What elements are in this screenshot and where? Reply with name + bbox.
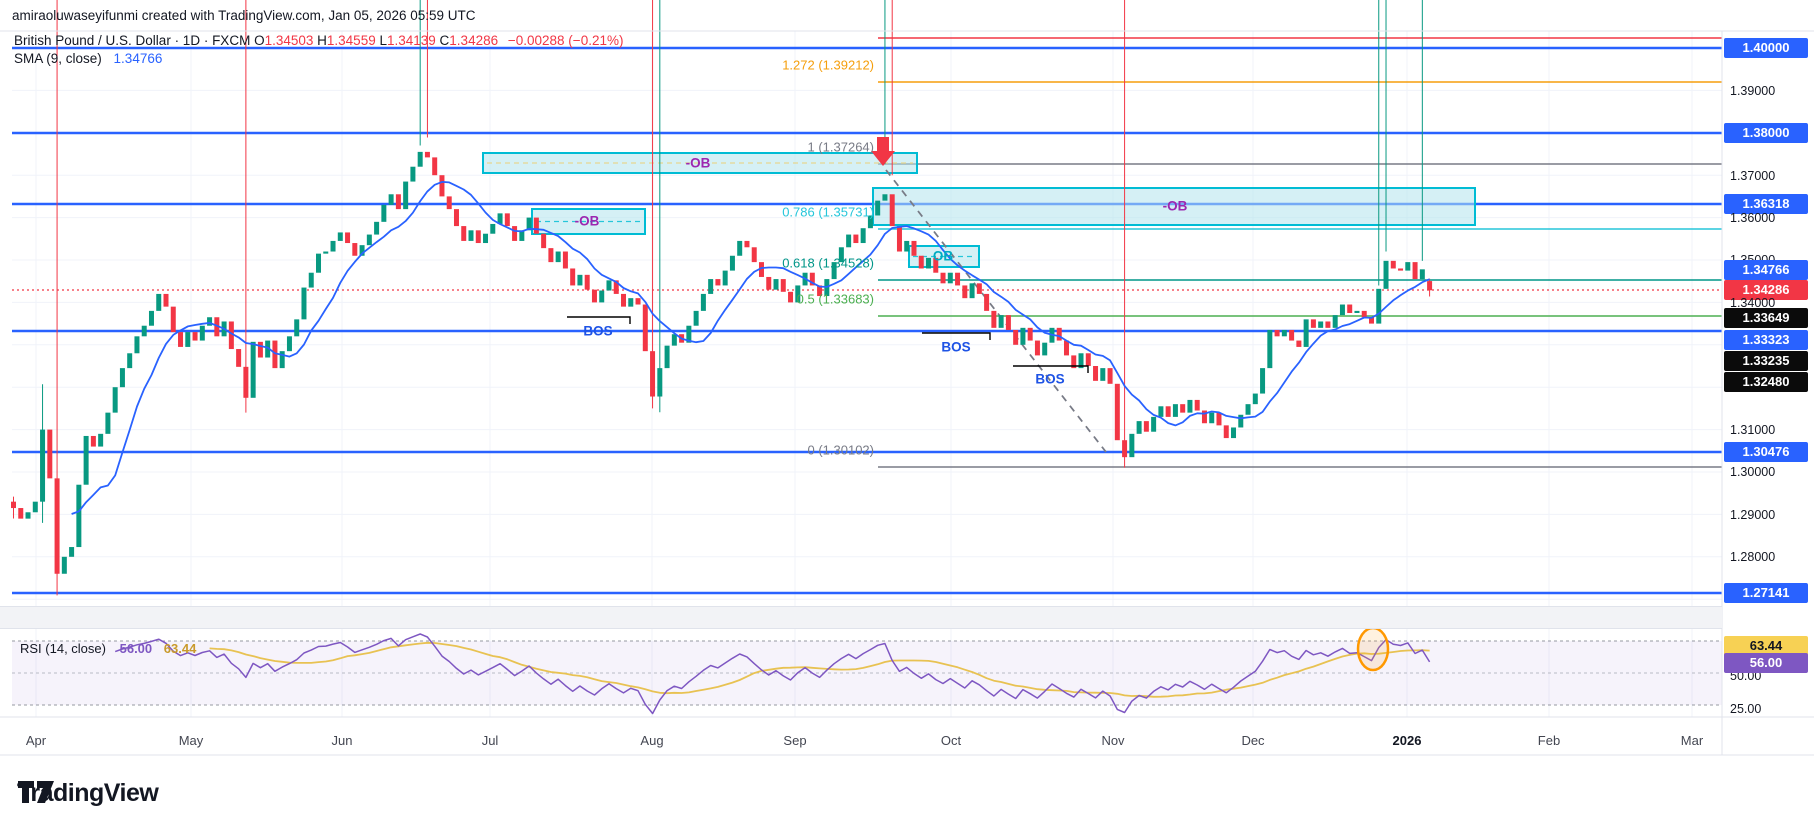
price-axis-badge: 1.40000 — [1724, 38, 1808, 58]
time-axis-label-apr: Apr — [25, 733, 47, 748]
order-block-label[interactable]: -OB — [1162, 198, 1188, 214]
price-axis-label: 1.36000 — [1730, 211, 1776, 225]
time-axis-label-feb: Feb — [1537, 733, 1561, 748]
price-axis-badge: 56.00 — [1724, 653, 1808, 673]
price-axis-badge: 1.30476 — [1724, 442, 1808, 462]
price-axis-label: 1.31000 — [1730, 423, 1776, 437]
ohlc-value: 1.34559 — [326, 33, 376, 48]
time-axis-label-jun: Jun — [331, 733, 353, 748]
bos-label[interactable]: BOS — [941, 339, 971, 355]
candles-down — [11, 0, 1433, 598]
time-axis-label-nov: Nov — [1101, 733, 1125, 748]
sma-indicator-row[interactable]: SMA (9, close) 1.34766 — [14, 51, 162, 66]
rsi-label: RSI (14, close) — [20, 641, 106, 656]
sma-value: 1.34766 — [113, 51, 163, 66]
order-block-label[interactable]: OB — [932, 248, 954, 264]
price-axis-badge: 1.34766 — [1724, 260, 1808, 280]
ohlc-value: 1.34286 — [449, 33, 499, 48]
price-axis-label: 1.28000 — [1730, 550, 1776, 564]
ohlc-values: O1.34503 H1.34559 L1.34139 C1.34286 — [254, 33, 498, 48]
fib-level-label[interactable]: 1 (1.37264) — [807, 139, 875, 155]
price-axis-label: 1.39000 — [1730, 84, 1776, 98]
sma-label: SMA (9, close) — [14, 51, 102, 66]
rsi-ma-value: 63.44 — [163, 641, 197, 656]
price-axis-badge: 1.27141 — [1724, 583, 1808, 603]
price-axis-badge: 63.44 — [1724, 636, 1808, 656]
candles-up — [25, 0, 1425, 574]
fib-level-label[interactable]: 0 (1.30102) — [807, 442, 875, 458]
fib-level-label[interactable]: 0.5 (1.33683) — [796, 291, 874, 307]
time-axis-label-sep: Sep — [783, 733, 807, 748]
time-axis-label-oct: Oct — [940, 733, 962, 748]
price-axis-badge: 1.34286 — [1724, 280, 1808, 300]
ohlc-letter: C — [435, 33, 450, 48]
tradingview-logo[interactable]: TradingView — [17, 779, 159, 808]
ohlc-letter: H — [313, 33, 327, 48]
fib-level-label[interactable]: 0.618 (1.34528) — [782, 255, 874, 271]
price-axis-label: 1.34000 — [1730, 296, 1776, 310]
time-axis-label-2026: 2026 — [1392, 733, 1422, 748]
fib-level-label[interactable]: 1.272 (1.39212) — [782, 57, 874, 73]
time-axis-label-dec: Dec — [1241, 733, 1265, 748]
price-axis-label: 1.29000 — [1730, 508, 1776, 522]
price-axis-badge: 1.33235 — [1724, 351, 1808, 371]
change-value: −0.00288 (−0.21%) — [507, 33, 624, 48]
price-axis-badge: 1.33649 — [1724, 308, 1808, 328]
tradingview-logo-icon — [18, 781, 54, 803]
rsi-indicator-row[interactable]: RSI (14, close) 56.00 63.44 — [20, 641, 196, 656]
pane-separator-band — [0, 606, 1722, 629]
price-axis-badge: 1.32480 — [1724, 372, 1808, 392]
time-axis-label-jul: Jul — [481, 733, 499, 748]
ohlc-value: 1.34503 — [264, 33, 314, 48]
time-axis-label-aug: Aug — [640, 733, 664, 748]
fib-level-label[interactable]: 0.786 (1.35731) — [782, 204, 874, 220]
price-axis-label: 25.00 — [1730, 702, 1762, 716]
symbol-row: British Pound / U.S. Dollar · 1D · FXCM … — [14, 33, 623, 48]
price-axis-badge: 1.38000 — [1724, 123, 1808, 143]
order-block-label[interactable]: -OB — [685, 155, 711, 171]
price-axis-badge: 1.33323 — [1724, 330, 1808, 350]
order-block-label[interactable]: -OB — [574, 213, 600, 229]
price-axis-label: 1.37000 — [1730, 169, 1776, 183]
ohlc-letter: L — [375, 33, 387, 48]
bos-label[interactable]: BOS — [1035, 371, 1065, 387]
price-axis-label: 1.30000 — [1730, 465, 1776, 479]
time-axis-label-may: May — [178, 733, 204, 748]
time-axis-label-mar: Mar — [1680, 733, 1704, 748]
bos-label[interactable]: BOS — [583, 323, 613, 339]
watermark-credit: amiraoluwaseyifunmi created with Trading… — [12, 8, 476, 23]
price-axis-badge: 1.36318 — [1724, 194, 1808, 214]
symbol-title[interactable]: British Pound / U.S. Dollar · 1D · FXCM — [14, 33, 251, 48]
ohlc-letter: O — [254, 33, 265, 48]
ohlc-value: 1.34139 — [386, 33, 436, 48]
rsi-value: 56.00 — [119, 641, 153, 656]
